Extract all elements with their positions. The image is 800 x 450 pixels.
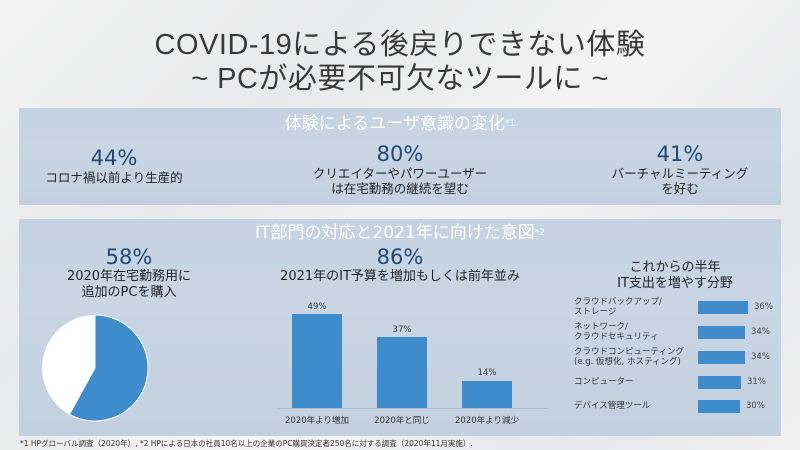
bar-increase bbox=[292, 314, 342, 408]
footnote: *1 HPグローバル調査（2020年）, *2 HPによる日本の社員10名以上の… bbox=[20, 439, 473, 448]
stat-value: 86% bbox=[376, 245, 424, 269]
label-line1: ネットワーク/ bbox=[574, 322, 628, 332]
label-line1: クラウドコンピューティング bbox=[574, 347, 684, 357]
stat-desc-line2: は在宅勤務の継続を望む bbox=[331, 181, 469, 196]
stat-value: 44% bbox=[90, 146, 138, 170]
stat-value: 58% bbox=[105, 245, 153, 269]
label-line1: コンピューター bbox=[574, 377, 634, 387]
panel2-title-text: IT部門の対応と2021年に向けた意図 bbox=[255, 223, 535, 243]
stat-virtual-meetings: 41% バーチャルミーティング を好む bbox=[580, 142, 780, 196]
stat-desc: コロナ禍以前より生産的 bbox=[45, 170, 183, 185]
stat-desc-line2: を好む bbox=[661, 181, 699, 196]
stat-productivity: 44% コロナ禍以前より生産的 bbox=[19, 146, 209, 185]
label-line2: ストレージ bbox=[574, 307, 617, 317]
hbar-category-label: クラウドバックアップ/ ストレージ bbox=[574, 297, 699, 317]
panel2-footnote-mark: *2 bbox=[534, 228, 545, 238]
label-line1: デバイス管理ツール bbox=[574, 401, 651, 411]
stat-it-budget: 86% 2021年のIT予算を増加もしくは前年並み bbox=[240, 245, 560, 285]
hbar-value-label: 34% bbox=[751, 327, 770, 337]
chart-title-line2: IT支出を増やす分野 bbox=[617, 276, 733, 291]
panel1-title-text: 体験によるユーザ意識の変化 bbox=[284, 114, 505, 134]
pc-purchase-pie-chart bbox=[42, 314, 149, 422]
hbar-network-security bbox=[698, 326, 745, 339]
panel1-title: 体験によるユーザ意識の変化*1 bbox=[19, 114, 781, 134]
slide-title-line1: COVID-19による後戻りできない体験 bbox=[154, 29, 646, 61]
bar-category-label: 2020年より減少 bbox=[455, 416, 519, 426]
hbar-computers bbox=[698, 376, 741, 389]
pie-slice-purchased bbox=[68, 314, 149, 422]
stat-value: 80% bbox=[376, 142, 424, 166]
stat-value: 41% bbox=[656, 142, 704, 166]
stat-desc-line2: 追加のPCを購入 bbox=[81, 285, 177, 300]
it-budget-bar-chart: 49% 2020年より増加 37% 2020年と同じ 14% 2020年より減少 bbox=[278, 290, 548, 430]
hbar-category-label: クラウドコンピューティング (e.g. 仮想化, ホスティング) bbox=[574, 347, 699, 367]
hbar-cloud-backup bbox=[698, 301, 748, 314]
bar-value-label: 37% bbox=[392, 325, 412, 335]
panel1-footnote-mark: *1 bbox=[504, 119, 516, 129]
panel2-title: IT部門の対応と2021年に向けた意図*2 bbox=[19, 223, 781, 243]
hbar-device-management bbox=[698, 400, 740, 413]
stat-pc-purchase: 58% 2020年在宅勤務用に 追加のPCを購入 bbox=[19, 245, 239, 301]
it-spending-chart-title: これからの半年 IT支出を増やす分野 bbox=[600, 260, 750, 292]
hbar-category-label: デバイス管理ツール bbox=[574, 401, 699, 411]
chart-title-line1: これからの半年 bbox=[629, 260, 721, 275]
label-line1: クラウドバックアップ/ bbox=[574, 297, 662, 307]
bar-decrease bbox=[462, 381, 512, 408]
label-line2: クラウドセキュリティ bbox=[574, 332, 659, 342]
hbar-cloud-computing bbox=[698, 351, 745, 364]
bar-category-label: 2020年と同じ bbox=[374, 416, 430, 426]
stat-remote-work: 80% クリエイターやパワーユーザー は在宅勤務の継続を望む bbox=[280, 142, 520, 196]
label-line2: (e.g. 仮想化, ホスティング) bbox=[574, 357, 681, 367]
hbar-value-label: 30% bbox=[746, 401, 765, 411]
stat-desc-line1: 2020年在宅勤務用に bbox=[66, 269, 192, 284]
bar-same bbox=[377, 337, 427, 408]
bar-value-label: 14% bbox=[477, 368, 497, 378]
hbar-value-label: 36% bbox=[754, 302, 773, 312]
hbar-value-label: 31% bbox=[747, 377, 766, 387]
x-axis-line bbox=[278, 408, 548, 409]
hbar-category-label: ネットワーク/ クラウドセキュリティ bbox=[574, 322, 699, 342]
slide-title-line2: ~ PCが必要不可欠なツールに ~ bbox=[191, 63, 609, 95]
bar-category-label: 2020年より増加 bbox=[285, 416, 349, 426]
bar-value-label: 49% bbox=[307, 302, 327, 312]
stat-desc-line1: クリエイターやパワーユーザー bbox=[312, 166, 488, 181]
stat-desc: 2021年のIT予算を増加もしくは前年並み bbox=[280, 269, 520, 284]
hbar-value-label: 34% bbox=[751, 352, 770, 362]
hbar-category-label: コンピューター bbox=[574, 377, 699, 387]
slide-title: COVID-19による後戻りできない体験 ~ PCが必要不可欠なツールに ~ bbox=[0, 28, 800, 96]
user-awareness-panel: 体験によるユーザ意識の変化*1 44% コロナ禍以前より生産的 80% クリエイ… bbox=[19, 108, 781, 205]
stat-desc-line1: バーチャルミーティング bbox=[611, 166, 749, 181]
